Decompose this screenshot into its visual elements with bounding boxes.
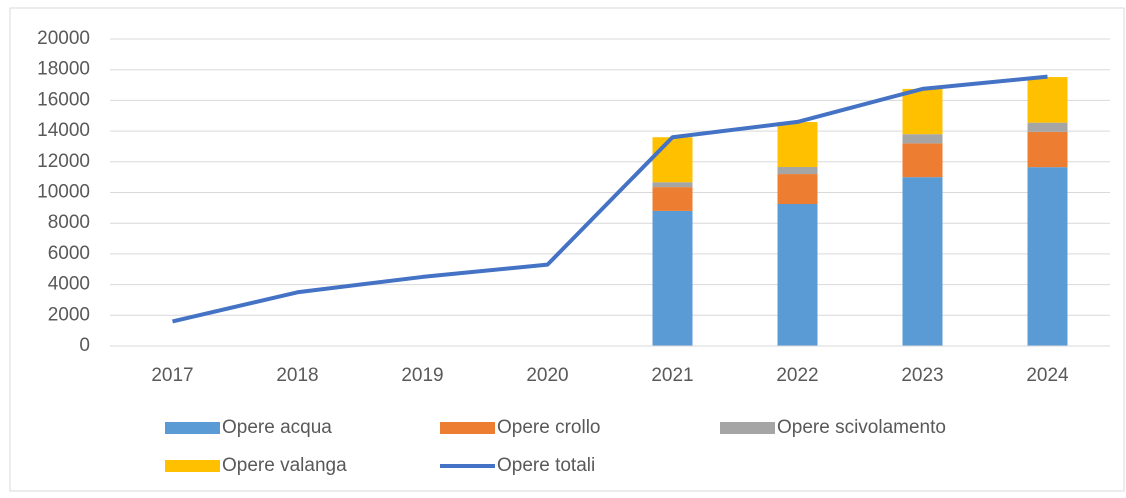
- y-tick-label: 14000: [37, 120, 90, 141]
- legend-swatch: [440, 422, 495, 434]
- bar-segment: [902, 134, 943, 144]
- bar-segment: [652, 210, 693, 346]
- bar-segment: [1027, 122, 1068, 132]
- y-tick-label: 12000: [37, 151, 90, 172]
- bar-segment: [652, 137, 693, 183]
- bar-segment: [902, 143, 943, 178]
- y-tick-label: 6000: [48, 243, 90, 264]
- legend-label: Opere totali: [497, 455, 595, 476]
- legend-label: Opere valanga: [222, 455, 347, 476]
- legend-swatch: [720, 422, 775, 434]
- x-tick-label: 2021: [651, 365, 693, 386]
- bar-segment: [902, 88, 943, 135]
- bar-segment: [777, 204, 818, 346]
- y-tick-label: 16000: [37, 89, 90, 110]
- x-tick-label: 2020: [526, 365, 568, 386]
- bar-segment: [1027, 131, 1068, 168]
- y-tick-label: 4000: [48, 274, 90, 295]
- x-tick-label: 2024: [1026, 365, 1069, 386]
- bar-segment: [777, 167, 818, 175]
- y-tick-label: 18000: [37, 59, 90, 80]
- line: [172, 74, 1048, 324]
- y-tick-label: 0: [79, 335, 90, 356]
- x-tick-label: 2023: [901, 365, 943, 386]
- legend-swatch: [165, 422, 220, 434]
- legend-label: Opere scivolamento: [777, 417, 946, 438]
- x-tick-label: 2022: [776, 365, 818, 386]
- bar-segment: [777, 174, 818, 205]
- y-tick-label: 2000: [48, 304, 90, 325]
- y-tick-label: 8000: [48, 212, 90, 233]
- bar-segment: [1027, 77, 1068, 123]
- x-tick-label: 2017: [151, 365, 193, 386]
- y-tick-label: 20000: [37, 28, 90, 49]
- bar-segment: [902, 177, 943, 346]
- bar-segment: [1027, 167, 1068, 346]
- legend-label: Opere acqua: [222, 417, 332, 438]
- legend-swatch: [165, 460, 220, 472]
- bar-segment: [652, 187, 693, 211]
- y-tick-label: 10000: [37, 182, 90, 203]
- legend-label: Opere crollo: [497, 417, 601, 438]
- bar-segment: [777, 122, 818, 168]
- bar-segment: [652, 182, 693, 188]
- x-tick-label: 2019: [401, 365, 443, 386]
- x-tick-label: 2018: [276, 365, 318, 386]
